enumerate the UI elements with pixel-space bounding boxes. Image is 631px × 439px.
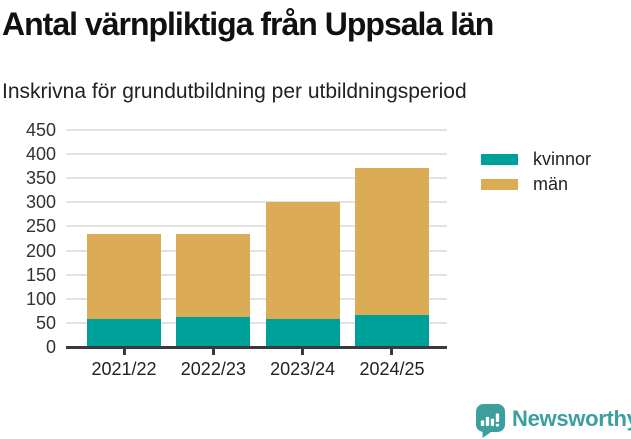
newsworthy-logo-icon — [476, 404, 505, 438]
brand-name: Newsworthy — [512, 406, 631, 431]
gridline — [66, 297, 447, 300]
gridline — [66, 177, 447, 180]
x-axis-tick-label: 2024/25 — [359, 359, 425, 379]
y-axis-tick-label: 150 — [25, 264, 56, 285]
bar-segment-kvinnor — [176, 316, 251, 347]
brand-footer: Newsworthy — [476, 404, 631, 438]
gridline — [66, 273, 447, 276]
bar-segment-män — [265, 202, 340, 320]
legend-label: män — [533, 174, 569, 194]
gridline — [66, 153, 447, 156]
x-axis-tick-label: 2022/23 — [180, 359, 246, 379]
legend-swatch-män — [481, 178, 518, 190]
y-axis-tick-label: 400 — [25, 144, 56, 165]
x-axis-tick-label: 2021/22 — [91, 359, 157, 379]
bar-segment-kvinnor — [354, 314, 429, 347]
bar-segment-män — [354, 168, 429, 315]
y-axis-tick-label: 0 — [45, 337, 56, 357]
gridline — [66, 201, 447, 204]
gridline — [66, 249, 447, 252]
gridline — [66, 129, 447, 131]
y-axis-tick-label: 300 — [25, 192, 56, 213]
legend-swatch-kvinnor — [481, 153, 518, 165]
x-axis-tick — [122, 349, 126, 355]
x-axis-tick — [390, 349, 394, 355]
speech-bubble-shape — [476, 404, 505, 438]
bar-segment-kvinnor — [87, 319, 161, 347]
x-axis-tick — [211, 349, 215, 355]
y-axis-tick-label: 100 — [25, 288, 56, 309]
y-axis-tick-label: 250 — [25, 216, 56, 237]
gridline — [66, 321, 447, 324]
legend-label: kvinnor — [533, 149, 592, 169]
x-axis-baseline — [66, 346, 447, 349]
gridline — [66, 225, 447, 228]
y-axis-tick-label: 450 — [25, 120, 56, 140]
bar-segment-män — [87, 234, 161, 320]
legend: kvinnor män — [481, 149, 591, 199]
legend-item-män: män — [481, 174, 591, 194]
chart-subtitle: Inskrivna för grundutbildning per utbild… — [2, 80, 467, 103]
legend-item-kvinnor: kvinnor — [481, 149, 591, 169]
bar-segment-kvinnor — [265, 319, 340, 347]
y-axis-tick-label: 50 — [35, 312, 56, 333]
y-axis-tick-label: 200 — [25, 240, 56, 261]
bar-segment-män — [176, 234, 251, 317]
y-axis-tick-label: 350 — [25, 168, 56, 189]
chart-title: Antal värnpliktiga från Uppsala län — [2, 6, 494, 42]
x-axis-tick — [301, 349, 305, 355]
x-axis-tick-label: 2023/24 — [270, 359, 336, 379]
